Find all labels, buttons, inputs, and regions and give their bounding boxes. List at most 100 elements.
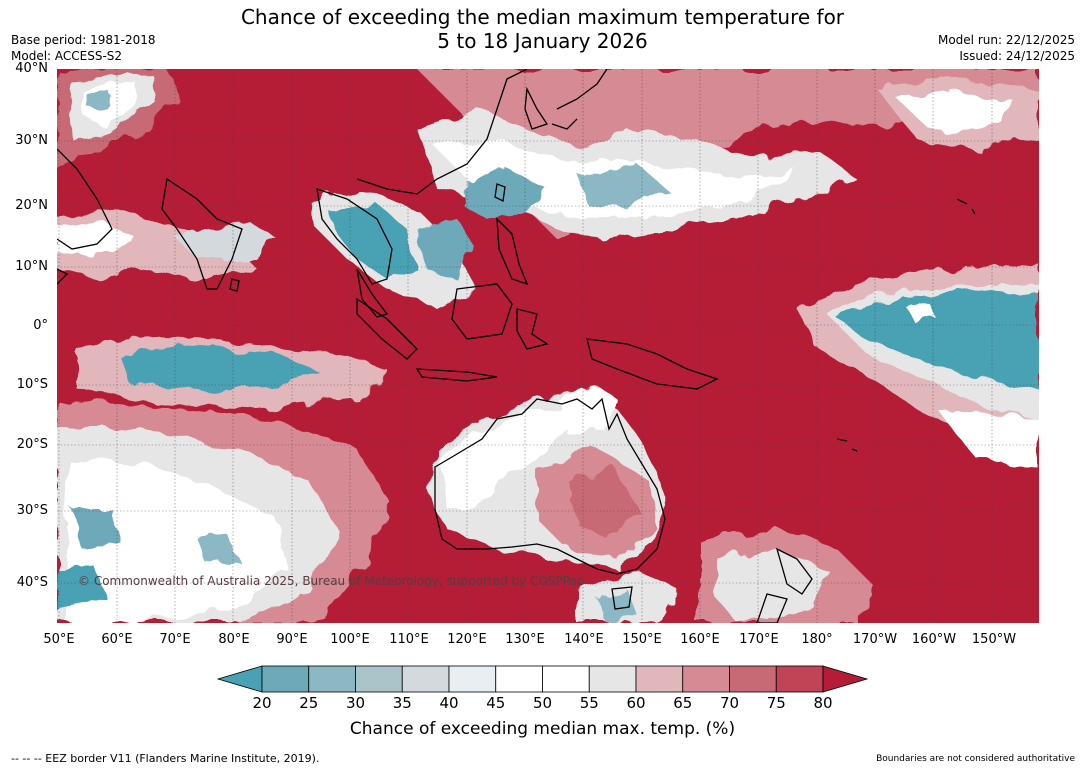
coast-africa-horn: [57, 268, 69, 285]
coast-sulawesi: [516, 308, 549, 350]
colorbar-segment: [495, 665, 543, 693]
lon-label-100e: 100°E: [330, 632, 370, 647]
lon-label-90e: 90°E: [276, 632, 308, 647]
patch-australia-red: [567, 469, 637, 539]
coast-indochina: [316, 188, 393, 285]
patch-sea-teal: [577, 164, 667, 209]
colorbar-arrow-low: [216, 665, 263, 693]
lon-label-160e: 160°E: [680, 632, 720, 647]
graticule: [57, 69, 1039, 623]
lon-label-140e: 140°E: [564, 632, 604, 647]
lat-label-10n: 10°N: [15, 259, 48, 274]
lat-label-0: 0°: [33, 318, 48, 333]
coast-korea: [524, 86, 549, 130]
colorbar-label: Chance of exceeding median max. temp. (%…: [349, 719, 736, 739]
colorbar-segment: [775, 665, 824, 693]
colorbar-tick-label: 40: [439, 694, 459, 712]
colorbar-tick-label: 30: [345, 694, 366, 712]
patch-sio-teal-3: [197, 534, 237, 564]
colorbar: [0, 660, 1085, 740]
patch-np-white: [897, 91, 1017, 129]
lon-label-80e: 80°E: [218, 632, 250, 647]
coast-india: [161, 177, 243, 290]
lat-label-20s: 20°S: [16, 437, 48, 452]
patch-swp-light: [717, 549, 827, 623]
lat-label-30s: 30°S: [16, 503, 48, 518]
patch-north-teal: [87, 94, 112, 109]
coast-sumatra: [356, 297, 418, 360]
copyright-notice: © Commonwealth of Australia 2025, Bureau…: [78, 574, 584, 588]
coast-australia: [434, 397, 666, 575]
coast-srilanka: [229, 278, 240, 292]
patch-australia-white: [437, 404, 577, 509]
coast-fiji: [836, 438, 858, 452]
probability-patches: [57, 69, 1039, 623]
lon-label-150e: 150°E: [622, 632, 662, 647]
patch-io-band-teal: [117, 347, 317, 389]
colorbar-segment: [355, 665, 403, 693]
meta-left: Base period: 1981-2018 Model: ACCESS-S2: [11, 32, 156, 64]
map-canvas: [57, 69, 1039, 623]
colorbar-segment: [635, 665, 684, 693]
model-name: Model: ACCESS-S2: [11, 49, 123, 63]
patch-cp-teal: [837, 289, 1039, 389]
colorbar-tick-label: 35: [392, 694, 412, 712]
patch-sio-teal-1: [72, 509, 117, 549]
coast-taiwan: [494, 183, 506, 202]
colorbar-segment: [588, 665, 637, 693]
colorbar-tick-label: 55: [579, 694, 599, 712]
coast-philippines: [496, 217, 529, 286]
lon-label-150w: 150°W: [971, 632, 1017, 647]
colorbar-tick-label: 45: [486, 694, 506, 712]
colorbar-tick-label: 50: [532, 694, 553, 712]
colorbar-tick-label: 70: [719, 694, 740, 712]
issued-date: Issued: 24/12/2025: [959, 49, 1075, 63]
patch-se-pacific-light: [937, 409, 1039, 469]
coast-java: [415, 368, 498, 382]
patch-cp-white-dot: [905, 301, 935, 323]
lat-label-30n: 30°N: [15, 133, 48, 148]
lon-label-160w: 160°W: [911, 632, 957, 647]
lat-label-20n: 20°N: [15, 198, 48, 213]
patch-sio-white: [67, 459, 287, 623]
coast-new-zealand-south: [756, 593, 788, 623]
meta-right: Model run: 22/12/2025 Issued: 24/12/2025: [938, 32, 1075, 64]
lon-label-110e: 110°E: [389, 632, 429, 647]
map-panel: © Commonwealth of Australia 2025, Bureau…: [57, 69, 1039, 623]
lon-label-50e: 50°E: [43, 632, 75, 647]
lon-label-70e: 70°E: [159, 632, 191, 647]
title-line-1: Chance of exceeding the median maximum t…: [240, 5, 845, 29]
patch-indochina-teal: [327, 204, 417, 279]
colorbar-segment: [682, 665, 730, 693]
coast-japan: [551, 69, 608, 130]
coast-malay: [356, 268, 389, 318]
patch-tasman-teal: [597, 589, 637, 623]
colorbar-segment: [542, 665, 590, 693]
lon-label-170e: 170°E: [739, 632, 779, 647]
colorbar-svg: [216, 665, 869, 693]
lat-label-40s: 40°S: [16, 575, 48, 590]
lat-label-40n: 40°N: [15, 61, 48, 76]
lon-label-130e: 130°E: [505, 632, 545, 647]
colorbar-segment: [448, 665, 497, 693]
title-line-2: 5 to 18 January 2026: [437, 29, 648, 53]
colorbar-tick-label: 75: [766, 694, 786, 712]
coast-new-zealand-north: [775, 547, 813, 595]
colorbar-arrow-high: [822, 665, 869, 693]
patch-sio-teal-2: [57, 569, 107, 609]
lon-label-180: 180°: [801, 632, 833, 647]
lon-label-120e: 120°E: [447, 632, 487, 647]
colorbar-tick-label: 20: [252, 694, 272, 712]
base-period: Base period: 1981-2018: [11, 33, 156, 47]
colorbar-segment: [308, 665, 356, 693]
coast-tasmania: [611, 586, 633, 610]
eez-legend-note: -- -- -- EEZ border V11 (Flanders Marine…: [11, 752, 320, 765]
lon-label-60e: 60°E: [101, 632, 133, 647]
coast-arabia: [57, 148, 113, 250]
colorbar-segment: [729, 665, 777, 693]
patch-bay-light: [177, 219, 277, 259]
model-run: Model run: 22/12/2025: [937, 33, 1075, 47]
lon-label-170w: 170°W: [852, 632, 898, 647]
colorbar-segment: [401, 665, 450, 693]
colorbar-tick-label: 25: [299, 694, 319, 712]
